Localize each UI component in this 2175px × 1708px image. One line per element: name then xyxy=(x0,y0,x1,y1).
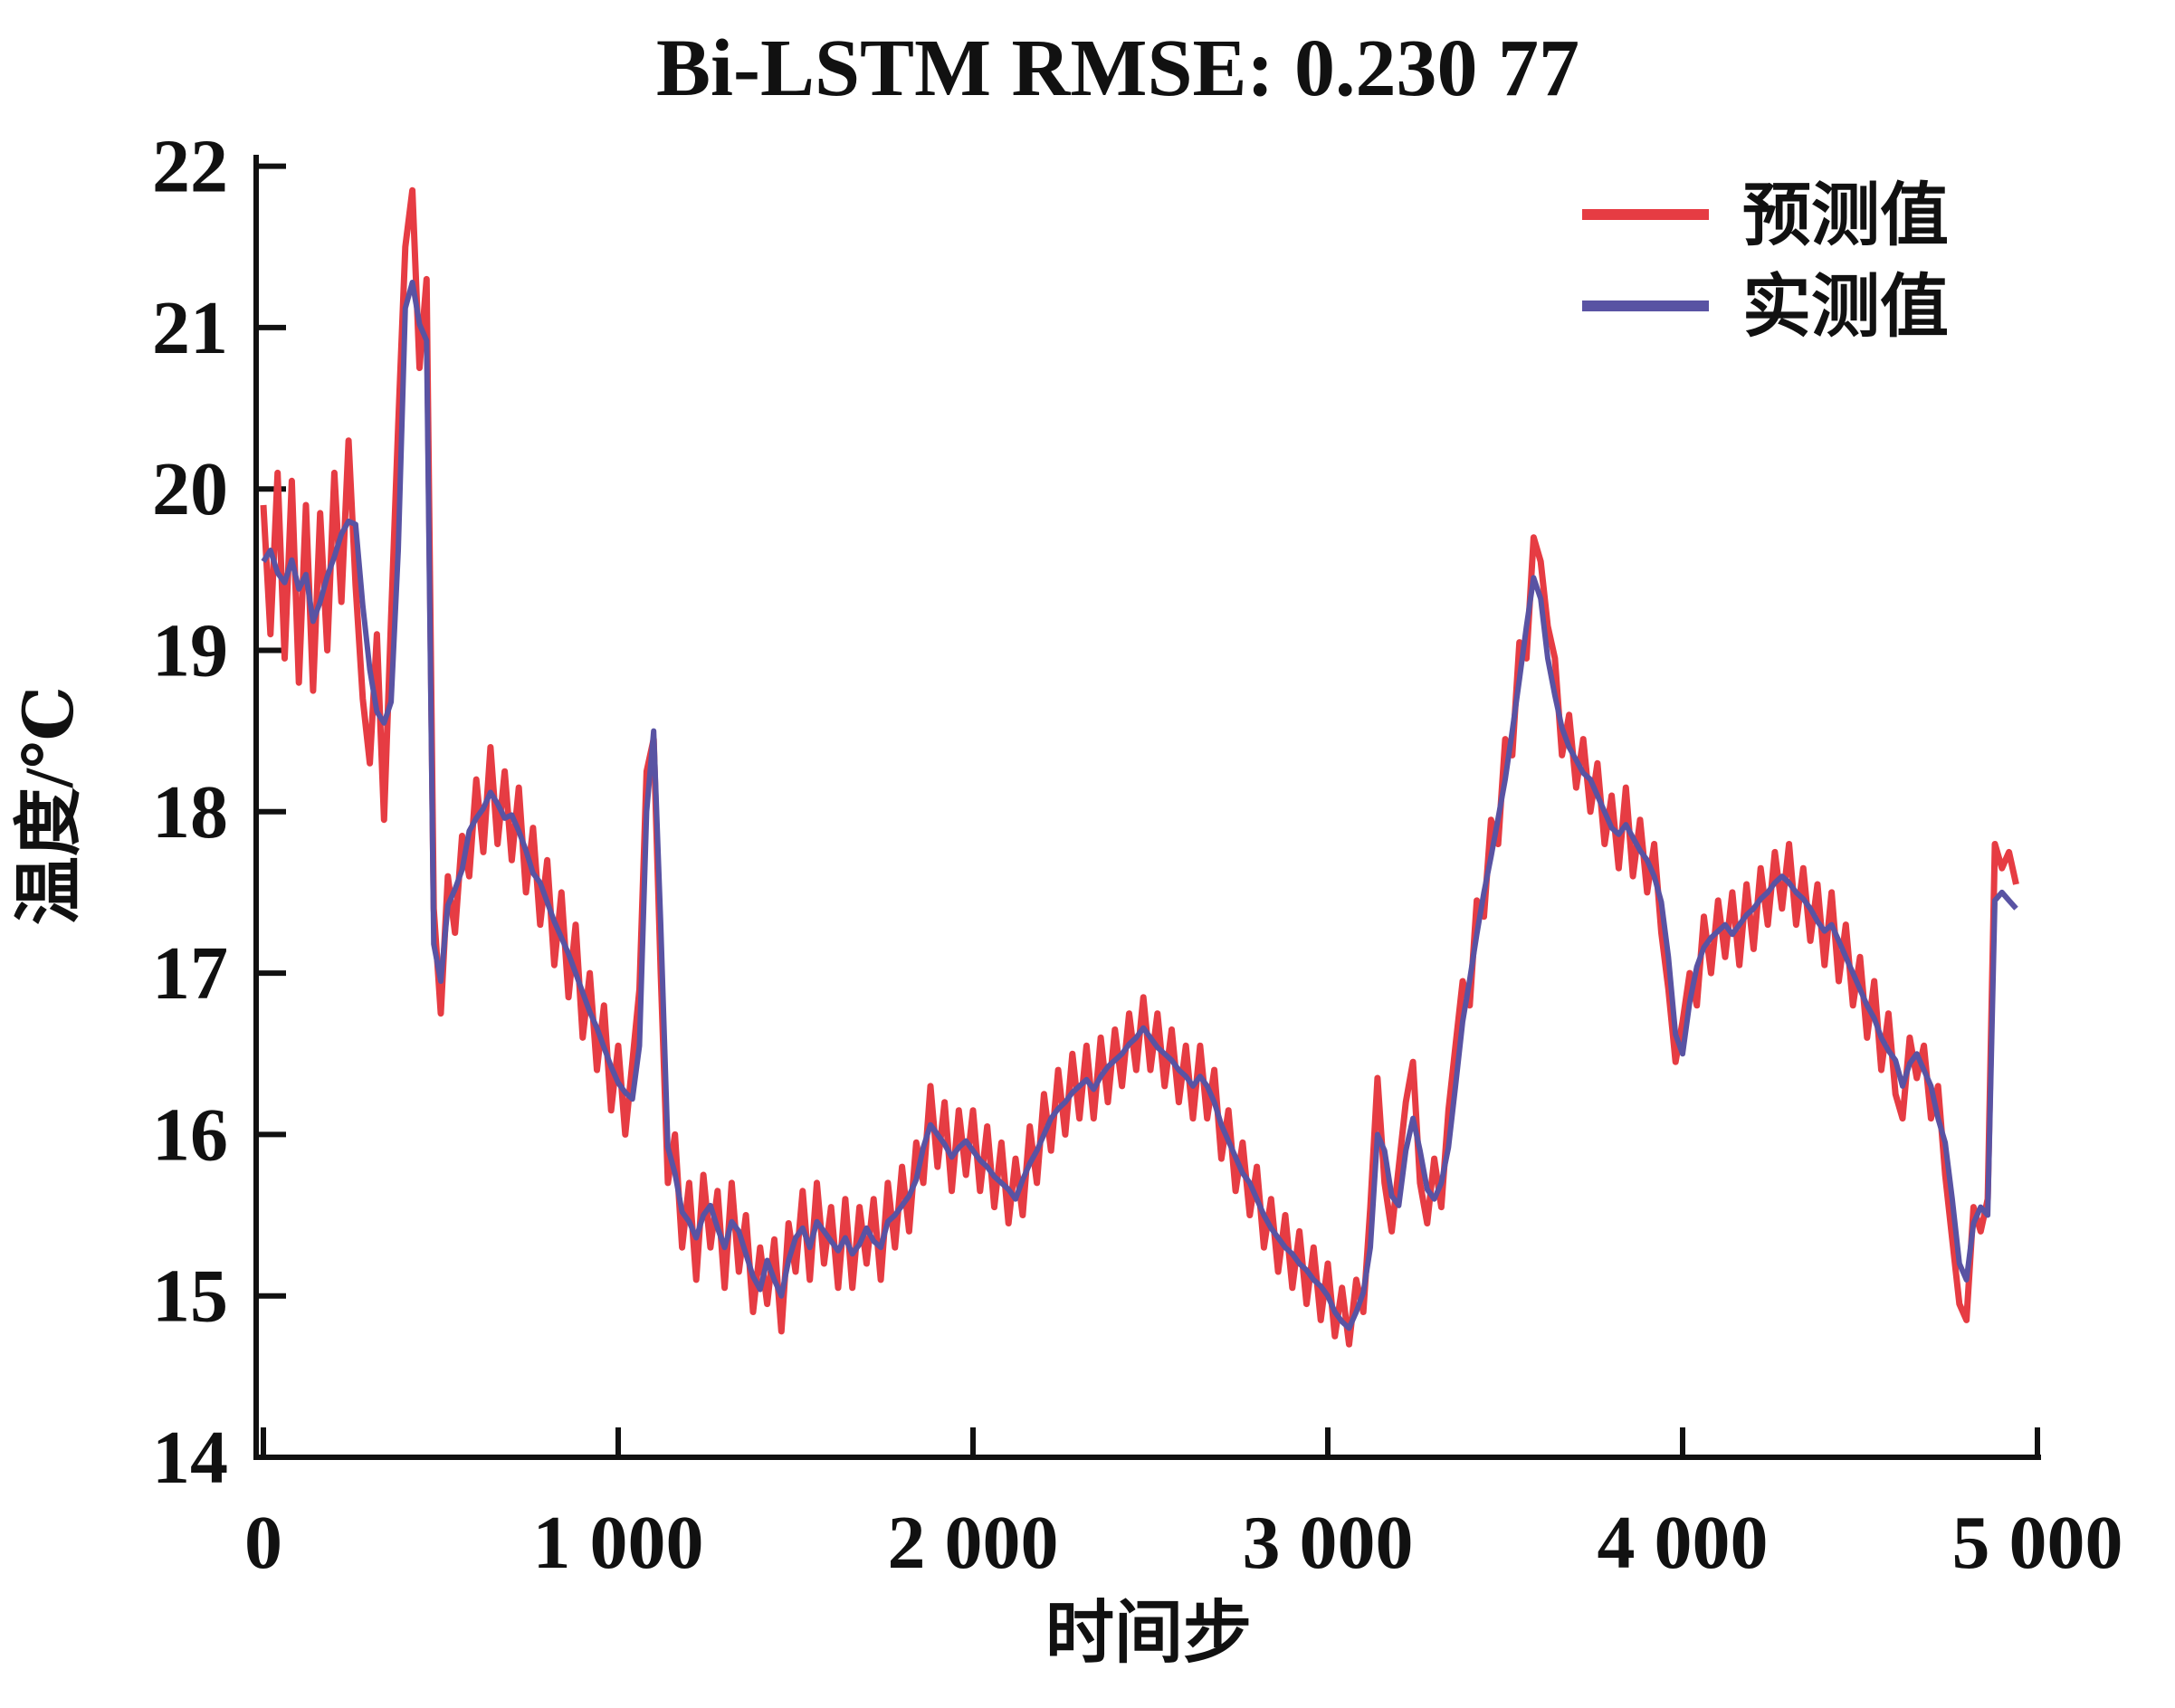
y-tick-label: 19 xyxy=(152,609,228,693)
axis-spines xyxy=(253,155,2041,1460)
predicted-line xyxy=(260,186,2019,1348)
y-tick-label: 21 xyxy=(152,286,228,370)
x-tick-label: 3 000 xyxy=(1243,1501,1414,1585)
chart-title: Bi-LSTM RMSE: 0.230 77 xyxy=(656,24,1579,113)
measured-legend-label: 实测值 xyxy=(1742,270,1949,346)
y-tick-label: 14 xyxy=(152,1416,228,1500)
x-tick-label: 4 000 xyxy=(1598,1501,1769,1585)
y-tick-label: 20 xyxy=(152,447,228,531)
y-tick-label: 18 xyxy=(152,770,228,854)
legend-item-measured: 实测值 xyxy=(1582,270,1949,346)
y-axis-tick-labels: 14 15 16 17 18 19 20 21 22 xyxy=(152,125,228,1500)
measured-line xyxy=(261,280,2018,1331)
x-tick-label: 2 000 xyxy=(888,1501,1059,1585)
y-tick-label: 16 xyxy=(152,1093,228,1177)
y-tick-label: 17 xyxy=(152,931,228,1016)
y-tick-label: 15 xyxy=(152,1255,228,1339)
x-axis-tick-labels: 0 1 000 2 000 3 000 4 000 5 000 xyxy=(244,1501,2123,1585)
legend: 预测值 实测值 xyxy=(1582,178,1949,346)
y-axis-ticks xyxy=(256,163,286,1460)
y-tick-label: 22 xyxy=(152,125,228,209)
y-axis-title: 温度/℃ xyxy=(12,686,88,925)
x-tick-label: 5 000 xyxy=(1952,1501,2123,1585)
plot-area xyxy=(260,186,2019,1348)
predicted-legend-label: 预测值 xyxy=(1742,178,1949,254)
x-axis-ticks xyxy=(261,1427,2040,1457)
legend-item-predicted: 预测值 xyxy=(1582,178,1949,254)
x-tick-label: 0 xyxy=(244,1501,282,1585)
x-axis-title: 时间步 xyxy=(1045,1596,1252,1672)
x-tick-label: 1 000 xyxy=(533,1501,704,1585)
